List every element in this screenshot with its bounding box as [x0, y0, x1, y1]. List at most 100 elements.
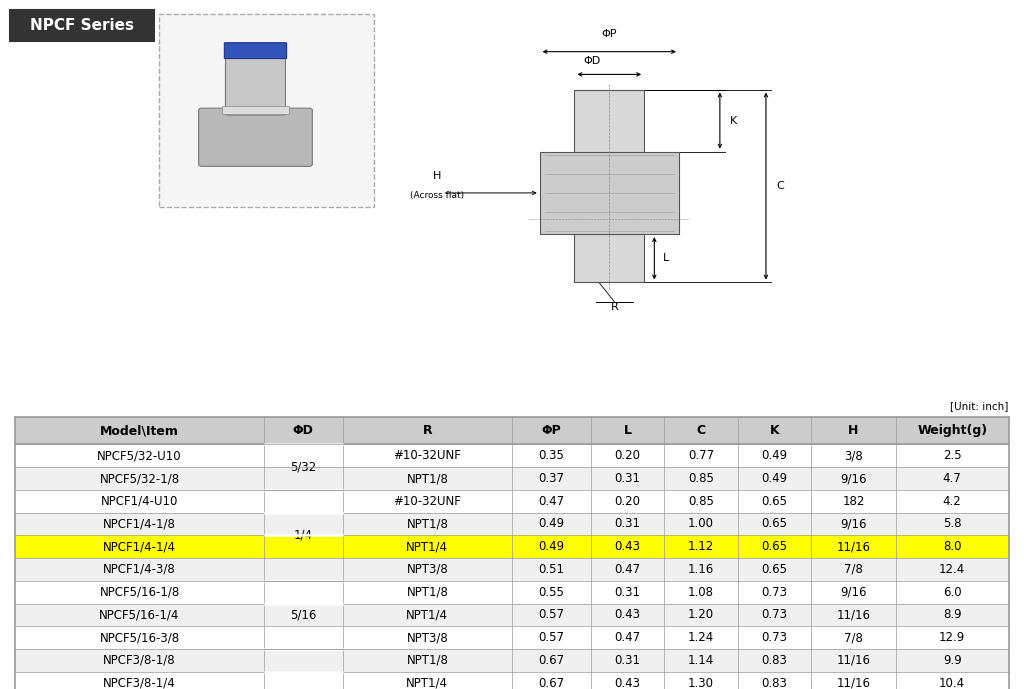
Text: 1.08: 1.08 [688, 586, 714, 599]
FancyBboxPatch shape [224, 43, 287, 59]
Text: 0.55: 0.55 [539, 586, 564, 599]
Text: 0.65: 0.65 [762, 495, 787, 508]
Text: NPT1/8: NPT1/8 [407, 517, 449, 531]
Text: K: K [770, 424, 779, 437]
Text: NPT3/8: NPT3/8 [407, 563, 449, 576]
Text: 0.47: 0.47 [614, 631, 641, 644]
Text: 182: 182 [843, 495, 864, 508]
Text: NPCF5/32-U10: NPCF5/32-U10 [97, 449, 182, 462]
FancyBboxPatch shape [15, 535, 1009, 558]
Text: #10-32UNF: #10-32UNF [393, 495, 461, 508]
Text: C: C [776, 181, 784, 191]
Text: L: L [624, 424, 632, 437]
Text: 0.65: 0.65 [762, 540, 787, 553]
FancyBboxPatch shape [15, 672, 1009, 689]
Text: 1.00: 1.00 [688, 517, 714, 531]
Text: 1.24: 1.24 [688, 631, 714, 644]
Text: 0.73: 0.73 [762, 586, 787, 599]
FancyBboxPatch shape [15, 417, 1009, 444]
Text: R: R [610, 302, 618, 312]
FancyBboxPatch shape [15, 444, 1009, 467]
Text: 1.30: 1.30 [688, 677, 714, 689]
Text: 0.51: 0.51 [539, 563, 564, 576]
Text: 4.7: 4.7 [943, 472, 962, 485]
Text: NPCF1/4-1/8: NPCF1/4-1/8 [103, 517, 176, 531]
Text: C: C [696, 424, 706, 437]
Text: 1.12: 1.12 [688, 540, 714, 553]
Text: 0.43: 0.43 [614, 608, 641, 621]
Text: 10.4: 10.4 [939, 677, 966, 689]
Text: 9/16: 9/16 [840, 517, 866, 531]
Text: 0.31: 0.31 [614, 472, 641, 485]
Text: ΦD: ΦD [584, 56, 600, 66]
Text: K: K [730, 116, 737, 125]
Text: 9/16: 9/16 [840, 472, 866, 485]
Text: Model\Item: Model\Item [100, 424, 179, 437]
Text: 2.5: 2.5 [943, 449, 962, 462]
Text: 0.31: 0.31 [614, 586, 641, 599]
Text: (Across flat): (Across flat) [411, 191, 464, 200]
Text: 3/8: 3/8 [294, 688, 312, 689]
Text: NPCF5/32-1/8: NPCF5/32-1/8 [99, 472, 179, 485]
FancyBboxPatch shape [574, 90, 644, 282]
Text: 11/16: 11/16 [837, 540, 870, 553]
Text: 0.31: 0.31 [614, 517, 641, 531]
Text: NPT1/8: NPT1/8 [407, 654, 449, 667]
FancyBboxPatch shape [15, 558, 1009, 581]
Text: NPT1/4: NPT1/4 [407, 608, 449, 621]
Text: L: L [663, 254, 669, 263]
Text: 0.65: 0.65 [762, 563, 787, 576]
Text: NPCF Series: NPCF Series [30, 18, 134, 33]
Text: NPCF1/4-U10: NPCF1/4-U10 [100, 495, 178, 508]
Text: NPCF5/16-1/8: NPCF5/16-1/8 [99, 586, 179, 599]
Text: 8.9: 8.9 [943, 608, 962, 621]
Text: NPCF1/4-3/8: NPCF1/4-3/8 [103, 563, 176, 576]
Text: 0.20: 0.20 [614, 449, 641, 462]
Text: NPT1/4: NPT1/4 [407, 677, 449, 689]
Text: ΦP: ΦP [542, 424, 561, 437]
Text: 5/16: 5/16 [290, 608, 316, 621]
Text: 3/8: 3/8 [844, 449, 863, 462]
Text: 7/8: 7/8 [844, 631, 863, 644]
Text: 0.49: 0.49 [539, 540, 564, 553]
Text: 4.2: 4.2 [943, 495, 962, 508]
Text: 0.85: 0.85 [688, 472, 714, 485]
Text: 0.73: 0.73 [762, 608, 787, 621]
Text: 0.57: 0.57 [539, 631, 564, 644]
Text: 9/16: 9/16 [840, 586, 866, 599]
Text: 8.0: 8.0 [943, 540, 962, 553]
Text: 6.0: 6.0 [943, 586, 962, 599]
FancyBboxPatch shape [199, 108, 312, 166]
Text: #10-32UNF: #10-32UNF [393, 449, 461, 462]
FancyBboxPatch shape [10, 10, 154, 41]
FancyBboxPatch shape [15, 513, 1009, 535]
Text: 0.73: 0.73 [762, 631, 787, 644]
Text: 1.20: 1.20 [688, 608, 714, 621]
Text: 0.83: 0.83 [762, 654, 787, 667]
Text: 0.47: 0.47 [539, 495, 564, 508]
FancyBboxPatch shape [264, 558, 343, 581]
Text: 0.47: 0.47 [614, 563, 641, 576]
Text: R: R [423, 424, 432, 437]
Text: 0.31: 0.31 [614, 654, 641, 667]
Text: 1/4: 1/4 [294, 529, 312, 542]
Text: NPCF5/16-1/4: NPCF5/16-1/4 [99, 608, 179, 621]
Text: 7/8: 7/8 [844, 563, 863, 576]
FancyBboxPatch shape [264, 513, 343, 535]
Text: 12.4: 12.4 [939, 563, 966, 576]
FancyBboxPatch shape [225, 54, 286, 115]
Text: ΦP: ΦP [601, 29, 617, 39]
Text: 0.49: 0.49 [762, 472, 787, 485]
FancyBboxPatch shape [264, 490, 343, 513]
FancyBboxPatch shape [15, 626, 1009, 649]
Text: H: H [848, 424, 859, 437]
Text: 0.37: 0.37 [539, 472, 564, 485]
Text: 0.67: 0.67 [539, 654, 564, 667]
FancyBboxPatch shape [222, 106, 289, 114]
Text: 11/16: 11/16 [837, 608, 870, 621]
Text: NPCF1/4-1/4: NPCF1/4-1/4 [103, 540, 176, 553]
Text: 0.67: 0.67 [539, 677, 564, 689]
FancyBboxPatch shape [264, 535, 343, 558]
Text: 1.14: 1.14 [688, 654, 714, 667]
Text: H: H [433, 170, 441, 181]
